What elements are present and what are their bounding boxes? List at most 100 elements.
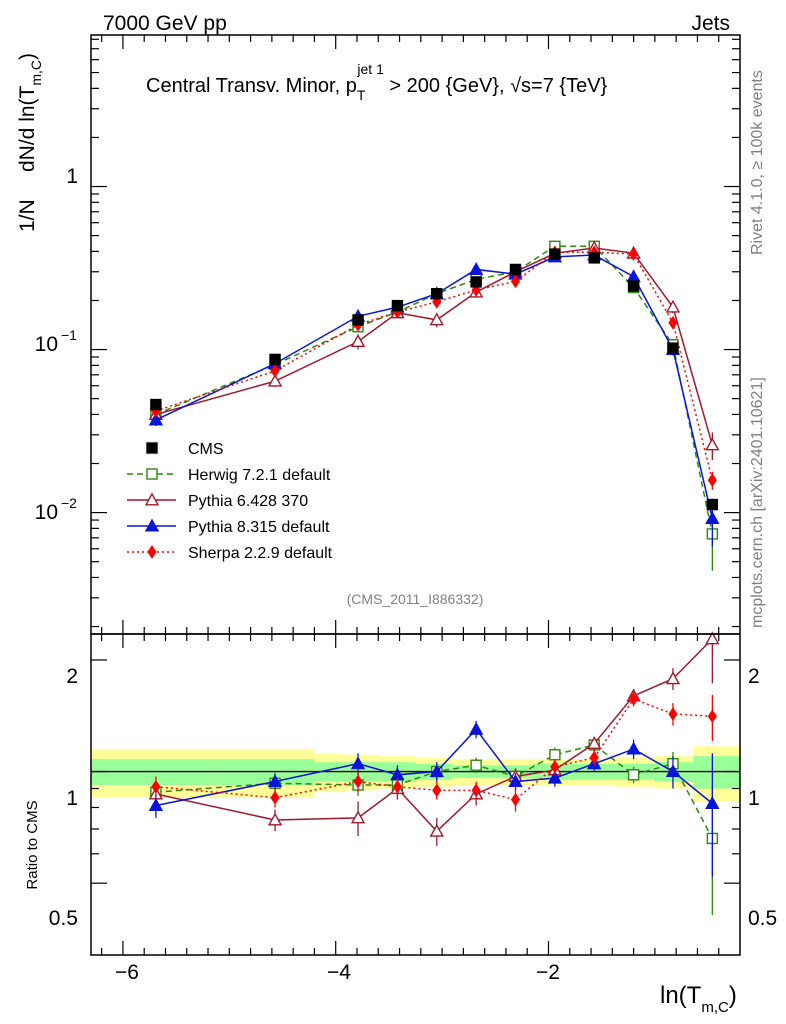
data-marker — [269, 353, 281, 366]
legend-label: Pythia 6.428 370 — [188, 493, 308, 510]
data-marker — [468, 721, 484, 735]
x-axis-label: ln(Tm,C) — [660, 982, 737, 1016]
y-tick-label: 10 — [35, 501, 58, 524]
y-tick-label: 10 — [35, 333, 58, 356]
legend-label: CMS — [188, 441, 224, 458]
x-axis-text: ln(T — [660, 982, 702, 1009]
data-marker — [148, 412, 164, 426]
data-marker — [146, 468, 158, 480]
ratio-line — [155, 728, 713, 807]
data-marker — [148, 798, 164, 811]
data-marker — [510, 274, 521, 289]
data-marker — [270, 790, 280, 805]
data-marker — [144, 518, 160, 532]
data-marker — [547, 770, 563, 784]
data-marker — [432, 783, 442, 798]
data-marker — [549, 749, 561, 761]
data-marker — [705, 796, 720, 810]
title-sup: jet 1 — [356, 61, 384, 77]
data-marker — [429, 764, 444, 778]
ratio-line — [155, 638, 713, 833]
ratio-tick-label-right: 2 — [748, 665, 760, 688]
y-axis-sub: m,C — [28, 60, 44, 86]
inner-uncertainty-band — [693, 756, 740, 789]
y-axis-text: dN/d ln(T — [16, 85, 39, 172]
data-marker — [150, 398, 162, 411]
data-marker — [626, 269, 641, 283]
data-marker — [147, 545, 157, 559]
y-tick-exp: −1 — [61, 327, 77, 343]
plot-title: Central Transv. Minor, pTjet 1 > 200 {Ge… — [146, 61, 608, 103]
data-marker — [665, 764, 681, 778]
y-tick-exp: −2 — [61, 495, 77, 511]
data-marker — [267, 373, 283, 387]
data-marker — [151, 779, 161, 794]
ratio-line — [155, 698, 713, 801]
data-marker — [429, 823, 444, 837]
y-axis-suffix: ) — [16, 53, 39, 60]
data-marker — [470, 276, 482, 288]
data-marker — [707, 709, 717, 724]
series-line — [155, 251, 714, 481]
title-cut: > 200 {GeV}, √s=7 {TeV} — [384, 75, 608, 97]
data-marker — [144, 492, 160, 506]
data-marker — [468, 262, 484, 275]
data-marker — [350, 756, 366, 770]
legend-label: Pythia 8.315 default — [188, 519, 330, 536]
series-line — [155, 254, 714, 519]
data-marker — [470, 759, 482, 771]
x-axis-sub: m,C — [701, 999, 729, 1016]
main-panel-series — [148, 240, 720, 571]
data-marker — [587, 736, 602, 750]
legend-label: Herwig 7.2.1 default — [188, 467, 331, 484]
ratio-axis-label: Ratio to CMS — [24, 800, 41, 889]
data-marker — [705, 511, 720, 524]
title-sub: T — [357, 87, 366, 103]
data-marker — [350, 334, 366, 348]
data-marker — [509, 263, 522, 276]
axis-ticks — [91, 35, 740, 955]
y-axis-prefix: 1/N — [16, 199, 39, 232]
ratio-tick-label: 0.5 — [49, 907, 78, 930]
ratio-tick-label-right: 0.5 — [748, 907, 777, 930]
data-marker — [705, 437, 720, 451]
data-marker — [429, 312, 444, 326]
data-marker — [627, 280, 640, 292]
data-marker — [471, 783, 481, 798]
data-marker — [267, 812, 283, 826]
data-marker — [668, 315, 678, 330]
data-marker — [707, 473, 717, 488]
data-marker — [353, 774, 363, 789]
data-marker — [629, 247, 639, 262]
x-axis-suffix: ) — [729, 982, 737, 1009]
data-marker — [431, 288, 443, 300]
energy-label: 7000 GeV pp — [103, 12, 227, 35]
category-label: Jets — [691, 12, 730, 35]
data-marker — [352, 314, 364, 326]
series-line — [155, 247, 714, 446]
x-tick-label: −2 — [536, 961, 560, 984]
ratio-panel-frame — [90, 633, 741, 956]
data-marker — [589, 750, 599, 765]
data-marker — [549, 248, 561, 260]
data-marker — [510, 792, 521, 807]
data-marker — [667, 342, 679, 354]
title-main: Central Transv. Minor, p — [146, 75, 357, 97]
analysis-id: (CMS_2011_I886332) — [347, 591, 484, 607]
data-marker — [705, 631, 720, 645]
data-marker — [350, 810, 366, 824]
ratio-tick-label-right: 1 — [748, 787, 760, 810]
data-marker — [668, 707, 678, 721]
x-tick-labels: −6 −4 −2 — [115, 961, 560, 984]
data-marker — [392, 779, 403, 794]
data-marker — [665, 299, 681, 313]
data-marker — [270, 363, 280, 378]
ratio-tick-label: 1 — [66, 787, 78, 810]
mcplots-source-label: mcplots.cern.ch [arXiv:2401.10621] — [749, 377, 766, 628]
data-marker — [550, 759, 560, 774]
data-marker — [391, 299, 404, 312]
data-marker — [706, 498, 719, 511]
data-marker — [626, 741, 641, 755]
x-tick-label: −4 — [327, 961, 351, 984]
